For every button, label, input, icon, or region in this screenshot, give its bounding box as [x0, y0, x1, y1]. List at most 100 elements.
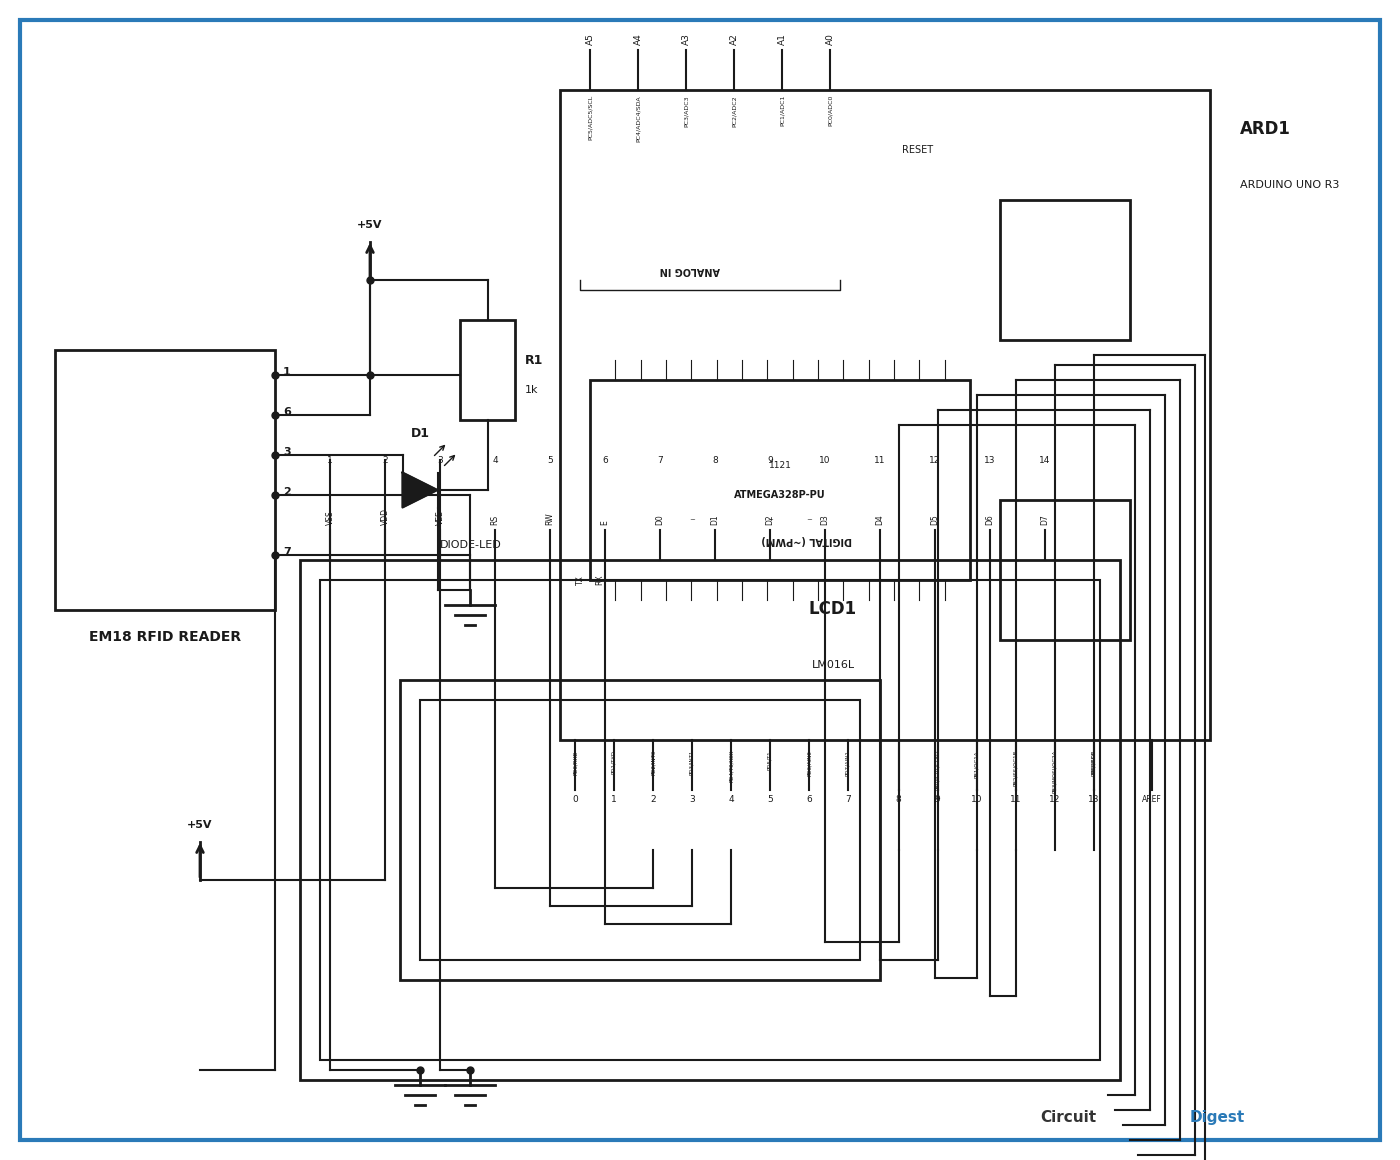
- Text: AREF: AREF: [1142, 795, 1162, 804]
- Text: EM18 RFID READER: EM18 RFID READER: [90, 630, 241, 644]
- Text: ANALOG IN: ANALOG IN: [659, 264, 720, 275]
- Text: 7: 7: [283, 548, 291, 557]
- Text: D3: D3: [820, 514, 829, 525]
- Text: A2: A2: [729, 34, 739, 45]
- Text: PD4/T0/XCK: PD4/T0/XCK: [728, 751, 734, 782]
- Text: D6: D6: [986, 514, 994, 525]
- Text: PB0/ICP1/CLKO: PB0/ICP1/CLKO: [935, 751, 941, 790]
- Text: E: E: [601, 520, 609, 525]
- Text: RW: RW: [546, 513, 554, 525]
- Text: VEE: VEE: [435, 510, 445, 525]
- Text: TX: TX: [575, 575, 585, 585]
- Text: VSS: VSS: [325, 510, 335, 525]
- Text: D1: D1: [710, 514, 720, 525]
- Text: ARD1: ARD1: [1240, 119, 1291, 138]
- Text: 3: 3: [437, 456, 442, 465]
- Text: VDD: VDD: [381, 508, 389, 525]
- Text: PB1/OC1A: PB1/OC1A: [974, 751, 979, 777]
- Text: PD1/TXD: PD1/TXD: [612, 751, 616, 774]
- Text: D4: D4: [875, 514, 885, 525]
- Text: PC2/ADC2: PC2/ADC2: [731, 95, 736, 126]
- Text: PD2/INT0: PD2/INT0: [651, 751, 655, 775]
- Text: A1: A1: [777, 34, 787, 45]
- Text: RS: RS: [490, 515, 500, 525]
- Text: ARDUINO UNO R3: ARDUINO UNO R3: [1240, 180, 1340, 190]
- Text: 8: 8: [713, 456, 718, 465]
- Text: 2: 2: [650, 795, 655, 804]
- Polygon shape: [403, 472, 437, 508]
- Text: 10: 10: [972, 795, 983, 804]
- Text: D2: D2: [766, 514, 774, 525]
- Text: ~: ~: [767, 517, 773, 523]
- Text: LCD1: LCD1: [809, 600, 857, 618]
- Text: ~: ~: [806, 517, 812, 523]
- Text: 6: 6: [602, 456, 608, 465]
- Text: PD7/AIN1: PD7/AIN1: [846, 751, 851, 776]
- Text: 0: 0: [573, 795, 578, 804]
- Text: 12: 12: [1049, 795, 1060, 804]
- Text: 7: 7: [846, 795, 851, 804]
- Text: 11: 11: [1009, 795, 1022, 804]
- Text: 2: 2: [283, 487, 291, 496]
- Text: ATMEGA328P-PU: ATMEGA328P-PU: [734, 490, 826, 500]
- Text: PC5/ADC5/SCL: PC5/ADC5/SCL: [588, 95, 592, 140]
- Text: PB3/MOSI/OC2A: PB3/MOSI/OC2A: [1053, 751, 1057, 793]
- Text: DIODE-LED: DIODE-LED: [440, 541, 501, 550]
- Text: 4: 4: [728, 795, 734, 804]
- Text: 9: 9: [767, 456, 773, 465]
- Text: R1: R1: [525, 354, 543, 367]
- Text: 1k: 1k: [525, 385, 539, 396]
- Text: RESET: RESET: [902, 145, 932, 155]
- Text: A0: A0: [826, 34, 834, 45]
- Text: LM016L: LM016L: [812, 660, 854, 670]
- Text: PB5/SCK: PB5/SCK: [1091, 751, 1096, 773]
- Bar: [400, 680, 881, 980]
- Text: 12: 12: [930, 456, 941, 465]
- Text: A5: A5: [585, 34, 595, 45]
- Text: 2: 2: [382, 456, 388, 465]
- Text: PC1/ADC1: PC1/ADC1: [780, 95, 784, 126]
- Bar: [1000, 200, 1130, 340]
- Bar: [300, 560, 1120, 1080]
- Text: PD3/INT1: PD3/INT1: [689, 751, 694, 775]
- Text: 11: 11: [874, 456, 886, 465]
- Text: PC4/ADC4/SDA: PC4/ADC4/SDA: [636, 95, 641, 142]
- Text: PB4/MISO: PB4/MISO: [1091, 751, 1096, 776]
- Text: D1: D1: [410, 427, 430, 440]
- Text: 5: 5: [767, 795, 773, 804]
- Text: 1121: 1121: [769, 461, 791, 470]
- Text: 13: 13: [1088, 795, 1099, 804]
- Text: 10: 10: [819, 456, 830, 465]
- Text: RX: RX: [595, 574, 605, 586]
- Text: Circuit: Circuit: [1040, 1110, 1096, 1125]
- Text: 6: 6: [806, 795, 812, 804]
- Text: A3: A3: [682, 34, 690, 45]
- Text: PC3/ADC3: PC3/ADC3: [683, 95, 689, 126]
- Text: DIGITAL (~PWM): DIGITAL (~PWM): [762, 535, 853, 545]
- Bar: [55, 350, 274, 610]
- Text: PD0/RXD: PD0/RXD: [573, 751, 577, 775]
- Text: 3: 3: [283, 447, 291, 457]
- Text: 9: 9: [935, 795, 941, 804]
- Text: PD5/T1: PD5/T1: [767, 751, 773, 769]
- Text: +5V: +5V: [357, 220, 382, 230]
- Text: 1: 1: [612, 795, 617, 804]
- Text: 1: 1: [328, 456, 333, 465]
- Text: A4: A4: [633, 34, 643, 45]
- Text: 3: 3: [689, 795, 694, 804]
- Text: +5V: +5V: [188, 820, 213, 831]
- Text: 4: 4: [493, 456, 498, 465]
- Text: ~: ~: [689, 517, 694, 523]
- Text: 13: 13: [984, 456, 995, 465]
- Text: D5: D5: [931, 514, 939, 525]
- Bar: [321, 580, 1100, 1060]
- Bar: [589, 380, 970, 580]
- Bar: [420, 699, 860, 960]
- Bar: [560, 90, 1210, 740]
- Text: 6: 6: [283, 407, 291, 416]
- Text: D7: D7: [1040, 514, 1050, 525]
- Text: PC0/ADC0: PC0/ADC0: [827, 95, 833, 126]
- Text: PB2/SS/OC1B: PB2/SS/OC1B: [1014, 751, 1018, 786]
- Text: Digest: Digest: [1190, 1110, 1245, 1125]
- Text: 8: 8: [896, 795, 902, 804]
